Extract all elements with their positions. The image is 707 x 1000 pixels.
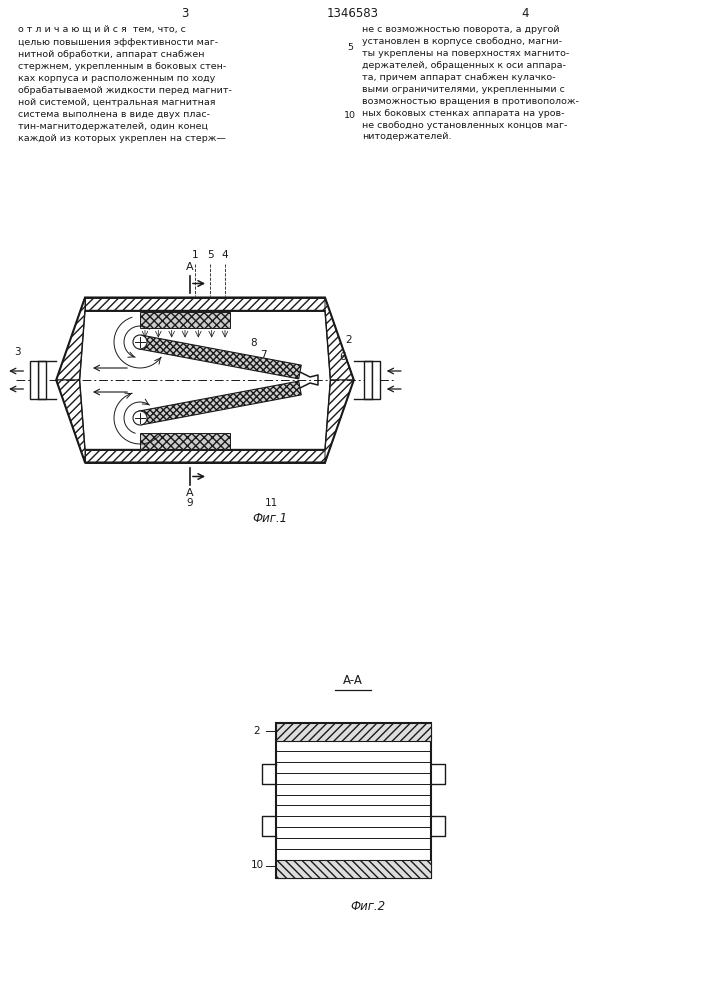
Text: 11: 11 bbox=[265, 497, 279, 508]
Bar bbox=[38, 361, 46, 399]
Text: 10: 10 bbox=[250, 860, 264, 870]
Text: 5: 5 bbox=[347, 43, 353, 52]
Circle shape bbox=[133, 335, 147, 349]
Text: 10: 10 bbox=[344, 111, 356, 120]
Text: A: A bbox=[186, 488, 194, 498]
Bar bbox=[30, 361, 38, 399]
Polygon shape bbox=[139, 381, 301, 425]
Text: A-A: A-A bbox=[343, 674, 363, 688]
Circle shape bbox=[133, 411, 147, 425]
Text: 5: 5 bbox=[206, 249, 214, 259]
Text: не с возможностью поворота, а другой
установлен в корпусе свободно, магни-
ты ук: не с возможностью поворота, а другой уст… bbox=[362, 25, 579, 141]
Bar bbox=[372, 361, 380, 399]
Text: A: A bbox=[186, 261, 194, 271]
Bar bbox=[276, 722, 431, 740]
Polygon shape bbox=[325, 380, 354, 462]
Text: Фиг.2: Фиг.2 bbox=[351, 900, 385, 912]
Text: 2: 2 bbox=[254, 726, 260, 736]
Polygon shape bbox=[139, 335, 301, 379]
Text: 8: 8 bbox=[250, 338, 257, 348]
Text: Фиг.1: Фиг.1 bbox=[252, 512, 288, 526]
Polygon shape bbox=[85, 298, 325, 310]
Polygon shape bbox=[325, 298, 354, 380]
Polygon shape bbox=[56, 298, 85, 380]
Polygon shape bbox=[140, 432, 230, 448]
Text: 7: 7 bbox=[260, 350, 267, 360]
Text: 4: 4 bbox=[521, 7, 529, 20]
Text: 1: 1 bbox=[192, 249, 198, 259]
Text: 9: 9 bbox=[187, 497, 193, 508]
Text: о т л и ч а ю щ и й с я  тем, что, с: о т л и ч а ю щ и й с я тем, что, с bbox=[18, 25, 186, 34]
Polygon shape bbox=[140, 312, 230, 328]
Text: 4: 4 bbox=[222, 249, 228, 259]
Bar bbox=[364, 361, 372, 399]
Polygon shape bbox=[56, 380, 85, 462]
Text: 1346583: 1346583 bbox=[327, 7, 379, 20]
Text: 6: 6 bbox=[339, 352, 346, 362]
Text: 3: 3 bbox=[14, 347, 21, 357]
Text: целью повышения эффективности маг-
нитной обработки, аппарат снабжен
стержнем, у: целью повышения эффективности маг- нитно… bbox=[18, 38, 232, 143]
Bar bbox=[276, 859, 431, 878]
Polygon shape bbox=[85, 450, 325, 462]
Bar bbox=[276, 722, 431, 878]
Text: 3: 3 bbox=[181, 7, 189, 20]
Text: 2: 2 bbox=[345, 335, 351, 345]
